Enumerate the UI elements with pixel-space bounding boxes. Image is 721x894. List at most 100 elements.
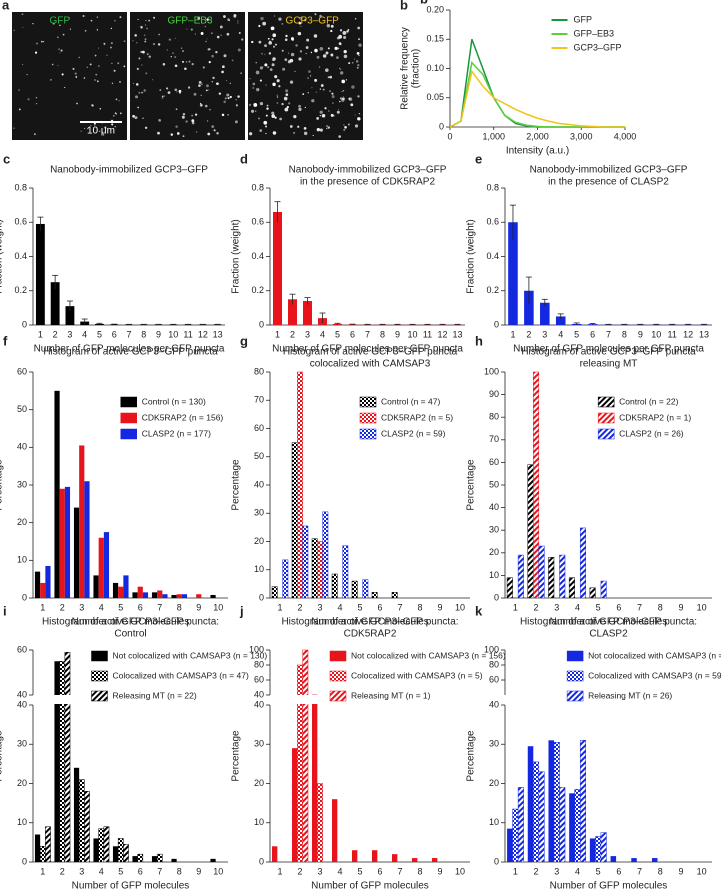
x-tick-label: 13 [452,329,462,339]
puncta [206,84,209,88]
x-tick-label: 11 [183,329,192,339]
puncta [284,107,289,112]
puncta [299,16,303,20]
puncta [257,88,260,91]
y-tick-label: 10 [489,570,499,580]
puncta [178,89,182,93]
puncta [298,104,301,108]
legend-swatch [91,650,108,662]
y-tick-label: 10 [489,817,499,827]
puncta [170,56,173,58]
puncta [258,40,262,44]
puncta [264,63,268,67]
puncta [168,38,171,41]
puncta [341,90,343,93]
puncta [330,53,334,57]
legend-label: Not colocalized with CAMSAP3 (n = 177) [588,650,721,660]
x-tick-label: 4 [99,602,104,612]
bar [50,282,60,325]
y-tick-label: 30 [254,508,264,518]
micrograph [130,12,245,140]
puncta [295,44,298,47]
legend-label: GFP [574,14,593,24]
legend-swatch [120,412,137,424]
x-tick-label: 9 [437,866,442,876]
puncta [356,52,360,55]
puncta [119,112,122,115]
chart-title: Nanobody-immobilized GCP3–GFP [50,165,208,176]
bar [512,808,519,862]
y-tick-label: 20 [17,778,27,788]
bar-upper [54,661,60,695]
puncta [339,97,343,100]
puncta [319,14,322,18]
puncta [206,18,209,21]
puncta [311,99,315,103]
y-tick-label: 60 [489,457,499,467]
puncta [276,96,279,98]
bar [533,761,540,862]
puncta [159,89,162,91]
puncta [175,125,178,128]
y-tick-label: 0 [494,856,499,866]
puncta [354,114,356,116]
bar [631,858,637,862]
puncta [258,117,260,120]
x-axis-label: Number of GFP molecules [311,881,429,892]
puncta [18,108,21,111]
puncta [342,96,344,98]
legend-swatch [359,412,377,424]
puncta [265,114,268,117]
puncta [314,78,318,82]
y-tick-label: 30 [17,479,27,489]
panel-letter: f [3,333,8,348]
bar [527,464,534,598]
chart-title: Histogram of active GCP3–GFP puncta [43,347,218,358]
puncta [320,84,324,87]
puncta [199,103,203,107]
y-tick-label: 90 [489,389,499,399]
x-tick-label: 5 [118,866,123,876]
bar [54,390,60,598]
puncta [190,28,193,31]
bar [181,594,188,598]
puncta [84,29,87,32]
x-tick-label: 6 [377,866,382,876]
chart-title: colocalized with CAMSAP3 [310,359,431,370]
puncta [311,87,313,89]
bar-upper [64,652,71,695]
bar [555,316,566,325]
y-tick-label: 70 [254,395,264,405]
puncta [206,38,208,40]
puncta [198,84,201,87]
puncta [198,80,202,84]
puncta [235,104,238,107]
bar [312,704,318,862]
puncta [144,40,147,43]
puncta [248,103,252,106]
puncta [148,55,151,58]
puncta [281,102,284,106]
puncta [327,76,330,79]
y-tick-label: 30 [489,739,499,749]
puncta [283,96,288,101]
puncta [141,91,144,94]
x-tick-label: 3 [67,329,72,339]
puncta [93,122,96,125]
puncta [220,34,222,36]
y-tick-label: 0.8 [251,182,264,192]
y-tick-label: 0 [22,319,27,329]
legend-swatch [566,670,584,682]
bar [151,856,158,862]
legend-swatch [359,396,377,408]
bar [317,783,323,862]
panel-letter: e [475,151,482,166]
y-axis-label: Percentage [466,459,477,511]
bar [132,592,138,598]
x-axis-label: Number of GFP molecules [72,881,190,892]
puncta [185,61,188,63]
puncta [202,66,205,69]
puncta [90,124,92,126]
puncta [174,56,177,58]
puncta [32,23,34,25]
